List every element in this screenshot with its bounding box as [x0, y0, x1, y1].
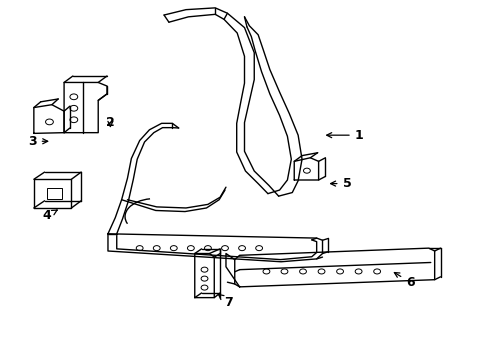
Text: 5: 5 — [330, 177, 350, 190]
Text: 4: 4 — [42, 210, 57, 222]
Text: 6: 6 — [393, 273, 414, 289]
Bar — [47, 188, 61, 199]
Text: 7: 7 — [218, 294, 233, 309]
Text: 2: 2 — [106, 116, 115, 129]
Text: 1: 1 — [326, 129, 363, 142]
Text: 3: 3 — [28, 135, 48, 148]
